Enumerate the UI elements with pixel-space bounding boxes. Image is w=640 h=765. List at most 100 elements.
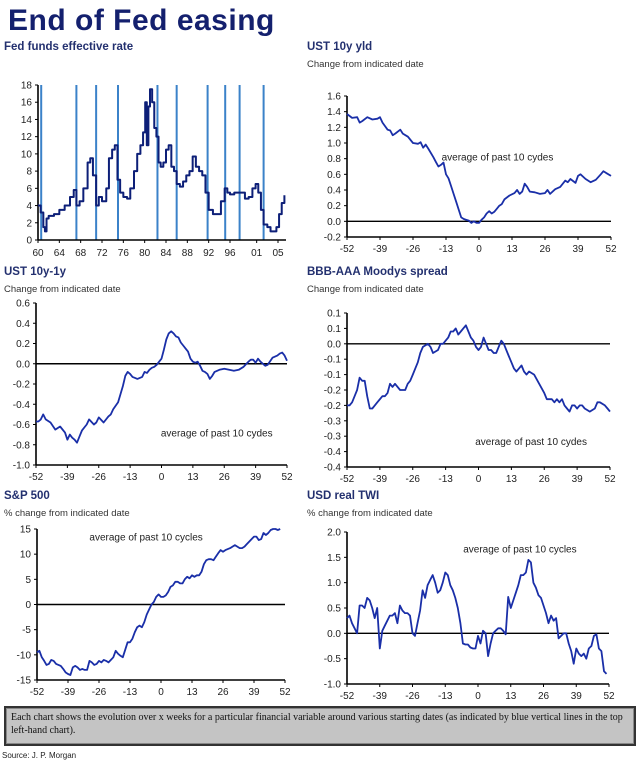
y-tick-label: 1.0 [327,139,341,150]
series-line [346,113,612,224]
y-tick-label: -5 [22,625,31,636]
y-tick-label: 0 [25,600,31,611]
y-tick-label: 2.0 [327,528,341,539]
x-tick-label: 26 [539,474,551,485]
y-tick-label: 1.2 [327,123,341,134]
series-line [36,330,288,444]
y-tick-label: 6 [26,184,32,195]
x-tick-label: 52 [603,691,615,702]
x-tick-label: 96 [224,248,236,259]
x-tick-label: 13 [506,474,518,485]
x-tick-label: -52 [30,687,45,698]
series-line [347,324,611,413]
x-tick-label: -52 [340,691,355,702]
y-tick-label: -0.6 [13,420,31,431]
chart-annotation: average of past 10 cydes [475,437,587,448]
x-tick-label: 60 [32,248,44,259]
y-tick-label: 0.1 [327,324,341,335]
panel-ust10y: UST 10y yld Change from indicated date -… [307,41,637,259]
x-tick-label: 52 [605,244,617,255]
x-tick-label: 0 [159,472,165,483]
panel-fedfunds: Fed funds effective rate 0 2 4 6 8 10 12 14 16 18… [4,41,304,259]
y-tick-label: 10 [20,550,32,561]
x-tick-label: 26 [217,687,229,698]
page-title: End of Fed easing [8,4,275,37]
chart-sp500: -15 -10 -5 0 5 10 15 -52 -39 -26 -13 0 13 26 39 52 avera… [17,525,291,699]
x-tick-label: -26 [405,691,420,702]
x-tick-label: -26 [92,687,107,698]
chart-subtitle: Change from indicated date [307,59,424,70]
y-tick-label: -10 [17,650,32,661]
chart-annotation: average of past 10 cycles [89,533,202,544]
chart-subtitle: Change from indicated date [4,284,121,295]
x-tick-label: -13 [438,474,453,485]
chart-title: USD real TWI [307,490,380,502]
chart-subtitle: % change from indicated date [4,508,130,519]
series-line [38,88,286,233]
x-tick-label: 68 [75,248,87,259]
chart-bbbaaa: -0.4 -0.4 -0.3 -0.3 -0.2 -0.2 -0.1 -0.1 0.0 0.1 0.… [324,309,616,486]
x-tick-label: -39 [373,244,388,255]
chart-subtitle: Change from indicated date [307,284,424,295]
y-tick-label: 1.6 [327,92,341,103]
x-tick-label: 0 [476,474,482,485]
chart-title: Fed funds effective rate [4,41,134,53]
x-tick-label: 52 [281,472,293,483]
x-tick-label: -39 [373,691,388,702]
y-tick-label: 0.0 [327,217,341,228]
chart-title: S&P 500 [4,490,50,502]
y-tick-label: 4 [26,201,32,212]
x-tick-label: -52 [29,472,44,483]
x-tick-label: 05 [272,248,284,259]
x-tick-label: -13 [438,691,453,702]
y-tick-label: 8 [26,167,32,178]
x-tick-label: 76 [118,248,130,259]
y-tick-label: -0.4 [13,400,31,411]
y-tick-label: 0.4 [327,186,341,197]
x-tick-label: 39 [572,244,584,255]
chart-annotation: average of past 10 cydes [442,153,554,164]
y-tick-label: 15 [20,525,32,536]
y-tick-label: 5 [25,575,31,586]
y-tick-label: -0.4 [324,447,342,458]
y-tick-label: 1.4 [327,107,341,118]
note-text: Each chart shows the evolution over x we… [11,712,623,736]
x-tick-label: 80 [139,248,151,259]
panel-sp500: S&P 500 % change from indicated date -15… [4,490,304,702]
y-tick-label: -15 [17,676,32,687]
y-tick-label: 0 [26,236,32,247]
x-tick-label: 88 [182,248,194,259]
y-tick-label: 10 [21,149,33,160]
x-tick-label: -26 [406,244,421,255]
x-tick-label: -26 [92,472,107,483]
panel-usdtwi: USD real TWI % change from indicated dat… [307,490,637,702]
x-tick-label: 39 [250,472,262,483]
y-tick-label: -0.2 [324,233,342,244]
x-tick-label: 92 [203,248,215,259]
y-tick-label: -0.2 [324,386,342,397]
x-tick-label: 13 [505,691,517,702]
x-tick-label: 52 [279,687,291,698]
note-box: Each chart shows the evolution over x we… [4,706,636,746]
x-tick-label: 26 [539,244,551,255]
x-tick-label: -13 [123,472,138,483]
x-tick-label: 26 [219,472,231,483]
y-tick-label: -1.0 [13,461,31,472]
y-tick-label: 0.2 [16,339,30,350]
panel-ust10y1y: UST 10y-1y Change from indicated date -1… [4,266,304,483]
y-tick-label: -0.8 [13,440,31,451]
x-tick-label: 13 [187,472,199,483]
y-tick-label: 0.2 [327,201,341,212]
y-tick-label: -0.2 [324,401,342,412]
x-tick-label: 64 [54,248,66,259]
chart-title: UST 10y-1y [4,266,67,278]
x-tick-label: 0 [158,687,164,698]
y-tick-label: 1.5 [327,553,341,564]
x-tick-label: 0 [475,691,481,702]
x-tick-label: 39 [571,691,583,702]
y-tick-label: 0.8 [327,154,341,165]
y-tick-label: 16 [21,98,33,109]
panel-bbbaaa: BBB-AAA Moodys spread Change from indica… [307,266,637,486]
x-tick-label: -52 [340,474,355,485]
